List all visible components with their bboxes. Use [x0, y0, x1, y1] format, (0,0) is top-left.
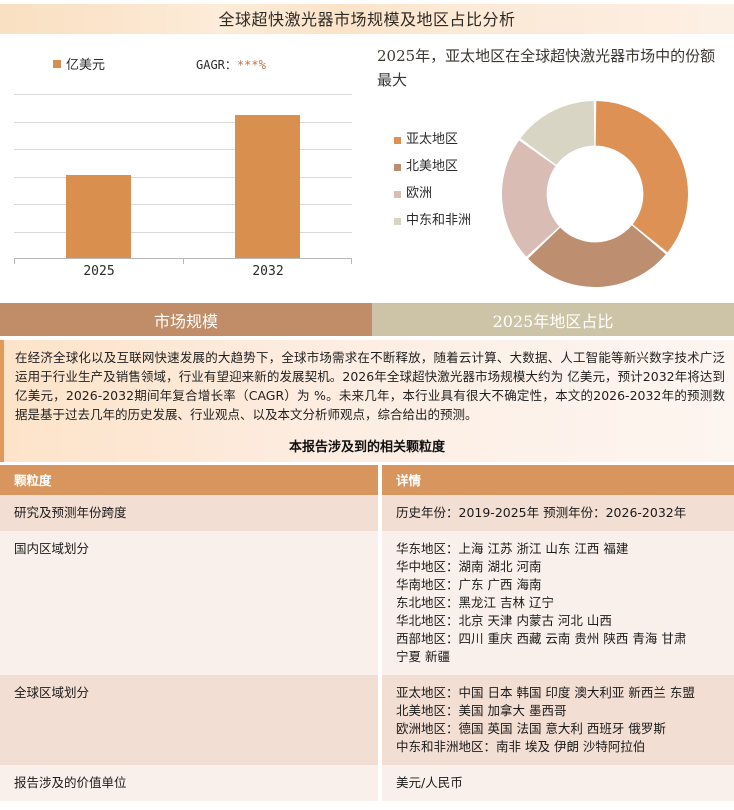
donut-chart-legend: 亚太地区北美地区欧洲中东和非洲	[394, 132, 474, 240]
gridline	[14, 94, 352, 95]
detail-line: 历史年份：2019-2025年 预测年份：2026-2032年	[396, 505, 687, 520]
table-header-cell: 详情	[382, 465, 734, 495]
detail-line: 西部地区：四川 重庆 西藏 云南 贵州 陕西 青海 甘肃	[396, 631, 687, 646]
donut-chart-panel: 2025年，亚太地区在全球超快激光器市场中的份额最大 亚太地区北美地区欧洲中东和…	[368, 36, 734, 296]
gagr-annotation: GAGR：***%	[196, 56, 266, 73]
detail-line: 东北地区：黑龙江 吉林 辽宁	[396, 595, 554, 610]
gridline	[14, 149, 352, 150]
legend-swatch-icon	[394, 191, 401, 198]
title-banner	[0, 4, 734, 34]
bar-chart-plot	[14, 94, 352, 264]
table-row[interactable]: 国内区域划分 华东地区：上海 江苏 浙江 山东 江西 福建 华中地区：湖南 湖北 河…	[0, 531, 734, 675]
axis-tick	[183, 259, 184, 264]
table-cell-granularity: 报告涉及的价值单位	[0, 765, 378, 801]
detail-line: 北美地区：美国 加拿大 墨西哥	[396, 703, 567, 718]
section-header-region-share: 2025年地区占比	[372, 303, 734, 336]
table-header-row: 颗粒度 详情	[0, 465, 734, 495]
donut-legend-label: 中东和非洲	[406, 213, 472, 228]
table-header-cell: 颗粒度	[0, 465, 378, 495]
donut-chart-svg	[502, 101, 688, 287]
donut-legend-item[interactable]: 北美地区	[394, 159, 474, 175]
detail-line: 华中地区：湖南 湖北 河南	[396, 559, 542, 574]
donut-legend-item[interactable]: 中东和非洲	[394, 213, 474, 229]
detail-line: 亚太地区：中国 日本 韩国 印度 澳大利亚 新西兰 东盟	[396, 685, 695, 700]
donut-legend-label: 北美地区	[406, 159, 459, 174]
charts-region: 亿美元 GAGR：***% 2025 2032 2025年，亚太地区在全球超快激光…	[0, 36, 734, 296]
donut-chart-title: 2025年，亚太地区在全球超快激光器市场中的份额最大	[377, 47, 716, 89]
bar-legend-label: 亿美元	[66, 58, 106, 73]
donut-legend-label: 亚太地区	[406, 132, 459, 147]
detail-line: 华北地区：北京 天津 内蒙古 河北 山西	[396, 613, 612, 628]
x-axis-label: 2032	[252, 264, 284, 279]
table-cell-granularity: 国内区域划分	[0, 531, 378, 675]
legend-swatch-icon	[53, 59, 61, 68]
detail-line: 欧洲地区：德国 英国 法国 意大利 西班牙 俄罗斯	[396, 721, 666, 736]
summary-paragraph: 在经济全球化以及互联网快速发展的大趋势下，全球市场需求在不断释放，随着云计算、大…	[15, 350, 725, 422]
donut-legend-item[interactable]: 欧洲	[394, 186, 474, 202]
bar	[66, 175, 131, 258]
detail-line: 美元/人民币	[396, 775, 463, 790]
table-cell-details: 华东地区：上海 江苏 浙江 山东 江西 福建 华中地区：湖南 湖北 河南 华南地区：…	[382, 531, 734, 675]
x-axis-line	[14, 258, 352, 259]
donut-slice[interactable]	[520, 101, 595, 166]
gagr-label: GAGR：	[196, 58, 237, 72]
donut-slice[interactable]	[502, 140, 560, 257]
paragraph-subtitle: 本报告涉及到的相关颗粒度	[288, 440, 445, 455]
axis-tick	[14, 259, 15, 264]
gagr-value: ***%	[236, 58, 266, 72]
gridline	[14, 122, 352, 123]
axis-tick	[351, 259, 352, 264]
donut-slice[interactable]	[528, 225, 666, 287]
donut-slice[interactable]	[595, 101, 688, 253]
table-cell-granularity: 研究及预测年份跨度	[0, 495, 378, 531]
bar-chart-panel: 亿美元 GAGR：***% 2025 2032	[0, 36, 368, 296]
donut-legend-item[interactable]: 亚太地区	[394, 132, 474, 148]
table-cell-details: 历史年份：2019-2025年 预测年份：2026-2032年	[382, 495, 734, 531]
donut-legend-label: 欧洲	[406, 186, 433, 201]
bar-chart-legend: 亿美元	[53, 54, 105, 73]
bar-chart-x-axis: 2025 2032	[14, 264, 352, 284]
table-row[interactable]: 研究及预测年份跨度 历史年份：2019-2025年 预测年份：2026-2032年	[0, 495, 734, 531]
page-title: 全球超快激光器市场规模及地区占比分析	[218, 10, 516, 29]
section-header-market-size: 市场规模	[0, 303, 372, 336]
table-cell-details: 美元/人民币	[382, 765, 734, 801]
table-row[interactable]: 全球区域划分 亚太地区：中国 日本 韩国 印度 澳大利亚 新西兰 东盟 北美地区：美…	[0, 675, 734, 765]
legend-swatch-icon	[394, 218, 401, 225]
detail-line: 宁夏 新疆	[396, 649, 450, 664]
detail-line: 华东地区：上海 江苏 浙江 山东 江西 福建	[396, 541, 629, 556]
gridline	[14, 232, 352, 233]
detail-line: 中东和非洲地区：南非 埃及 伊朗 沙特阿拉伯	[396, 739, 646, 754]
granularity-table: 颗粒度 详情 研究及预测年份跨度 历史年份：2019-2025年 预测年份：2026-…	[0, 465, 734, 801]
table-cell-details: 亚太地区：中国 日本 韩国 印度 澳大利亚 新西兰 东盟 北美地区：美国 加拿大 …	[382, 675, 734, 765]
table-cell-granularity: 全球区域划分	[0, 675, 378, 765]
section-header-bars: 市场规模 2025年地区占比	[0, 303, 734, 336]
legend-swatch-icon	[394, 164, 401, 171]
detail-line: 华南地区：广东 广西 海南	[396, 577, 542, 592]
legend-swatch-icon	[394, 137, 401, 144]
bar	[235, 115, 300, 258]
table-row[interactable]: 报告涉及的价值单位 美元/人民币	[0, 765, 734, 801]
gridline	[14, 204, 352, 205]
x-axis-label: 2025	[83, 264, 115, 279]
gridline	[14, 177, 352, 178]
summary-paragraph-block: 在经济全球化以及互联网快速发展的大趋势下，全球市场需求在不断释放，随着云计算、大…	[0, 340, 734, 462]
